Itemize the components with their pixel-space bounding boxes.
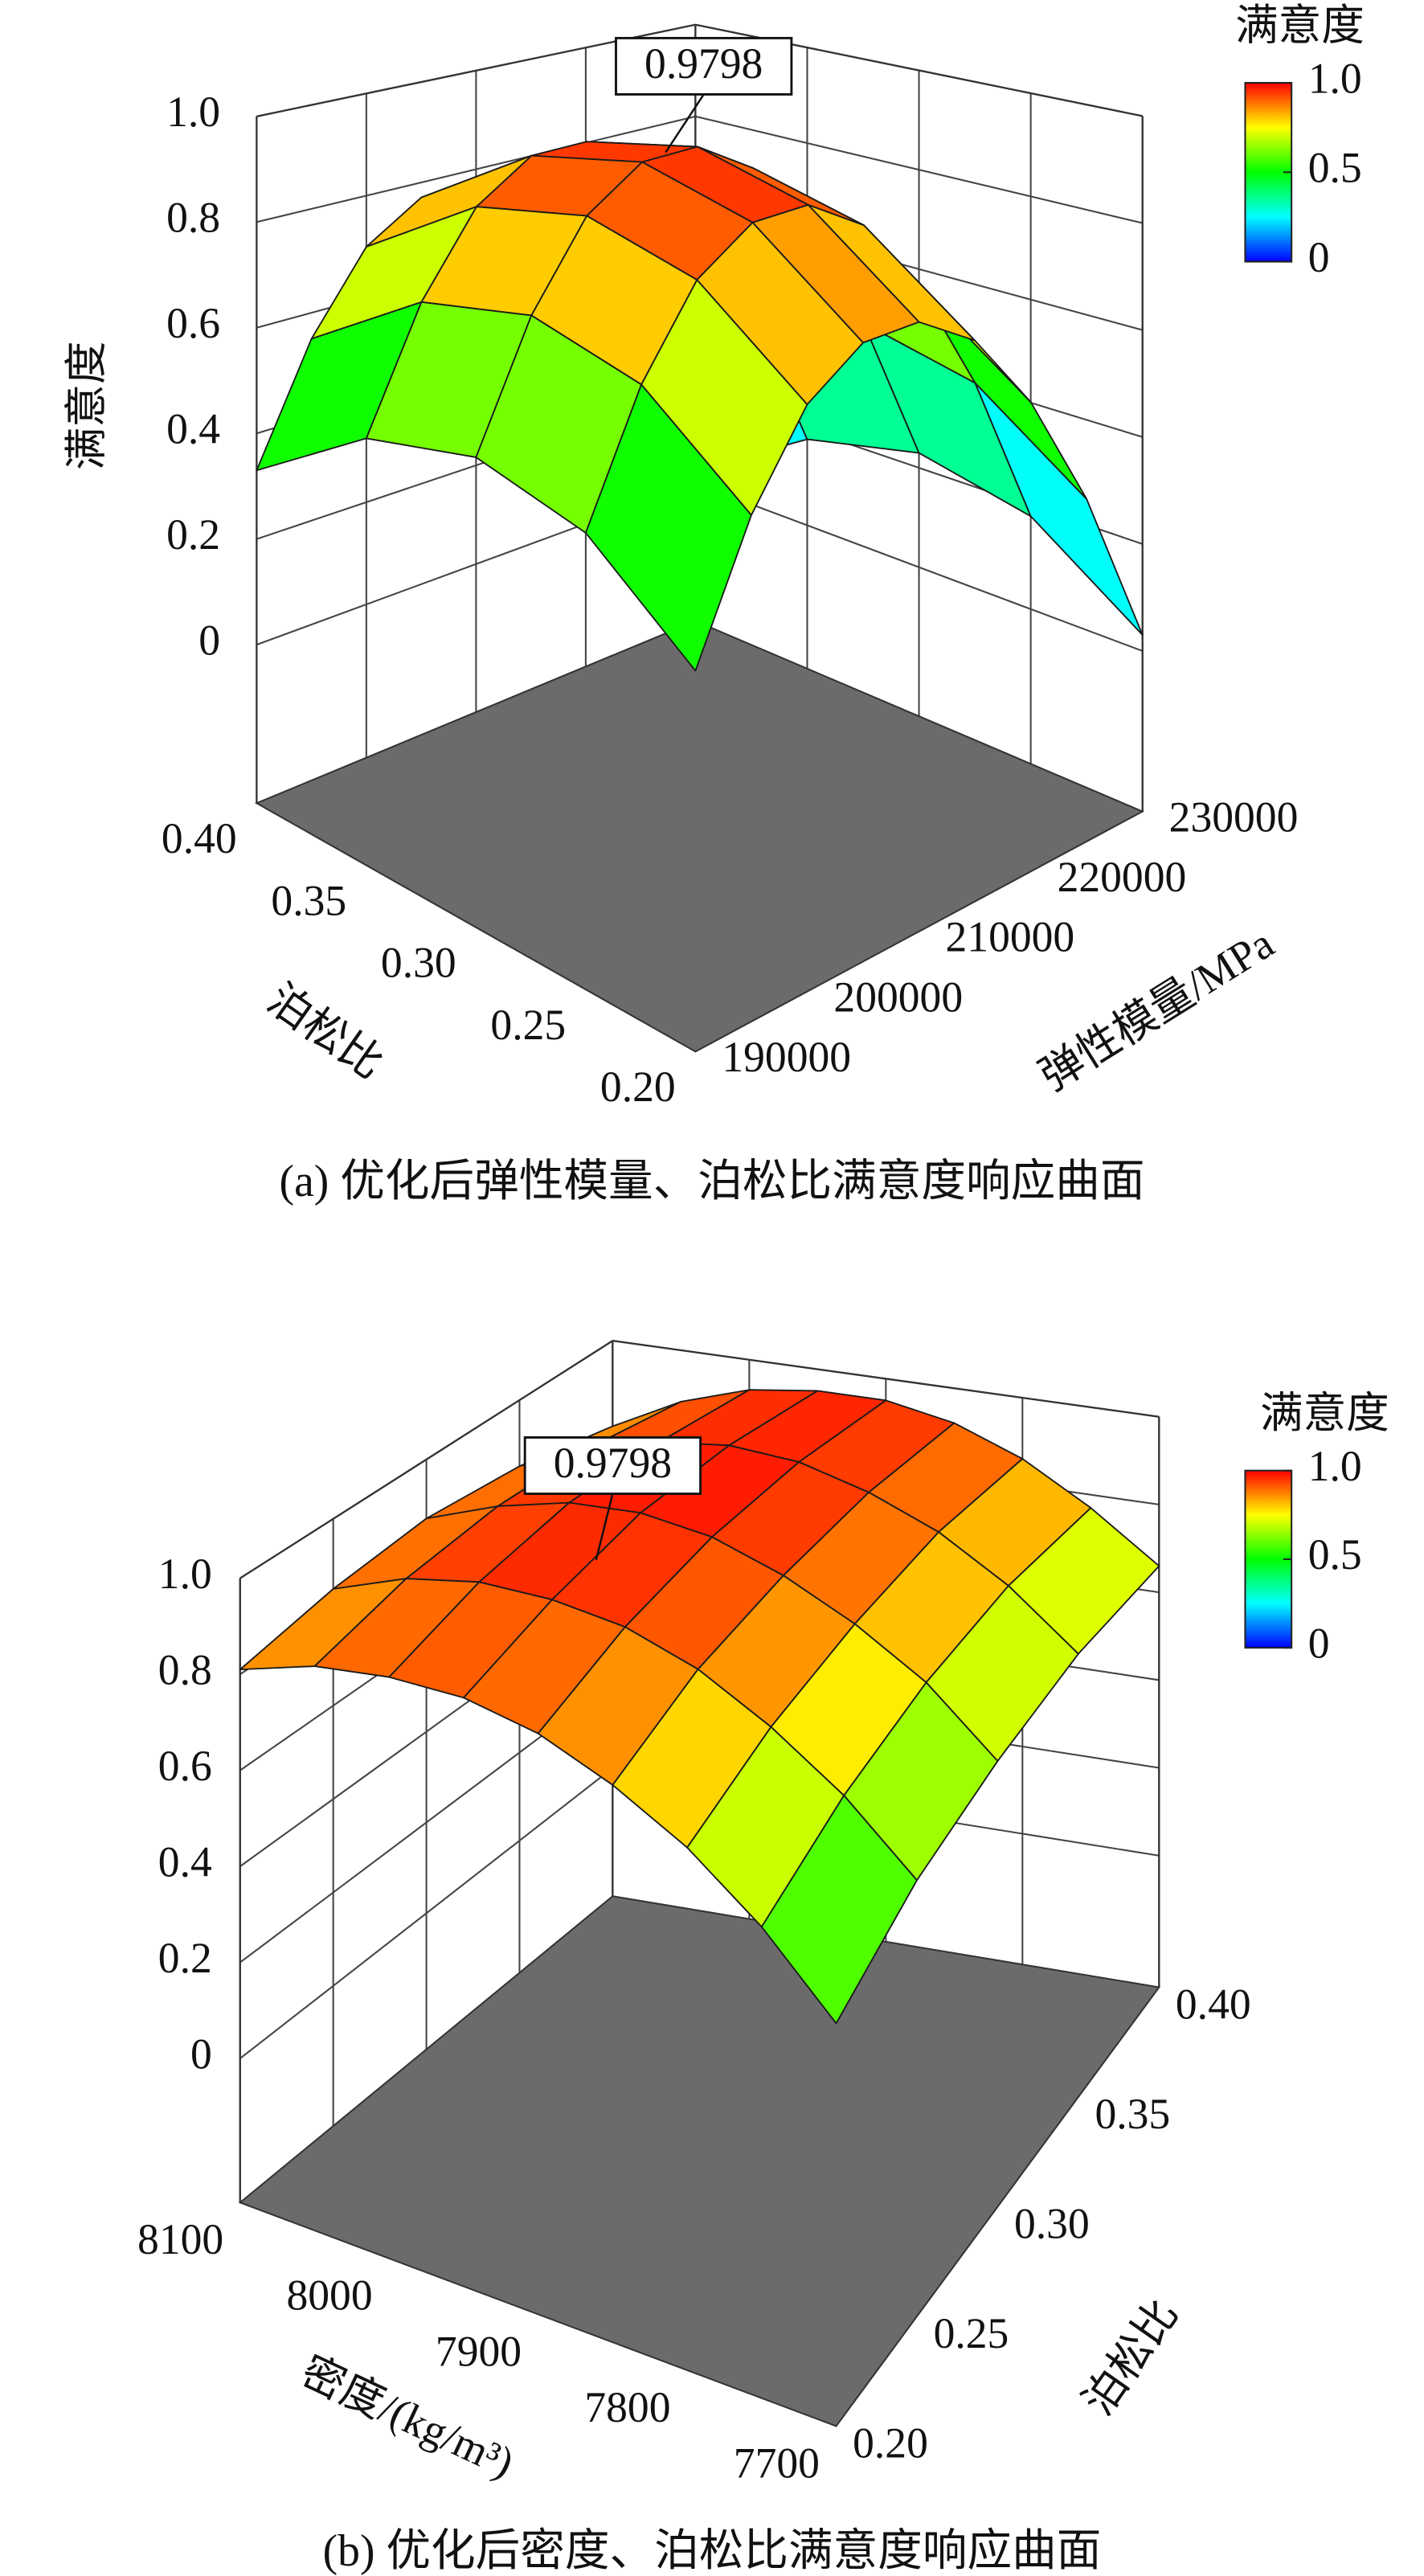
y-tick-label: 0.35 bbox=[271, 876, 346, 924]
y-tick-label: 0.20 bbox=[853, 2419, 928, 2467]
colorbar-tick-label: 0.5 bbox=[1308, 1530, 1362, 1579]
surface-cell bbox=[760, 1794, 918, 2025]
y-tick-label: 0.30 bbox=[381, 939, 456, 987]
y-axis-title: 泊松比 bbox=[1074, 2291, 1187, 2424]
z-tick-label: 0.6 bbox=[158, 1742, 212, 1790]
floor bbox=[255, 620, 1145, 1053]
annotation-leader bbox=[665, 93, 705, 154]
annotation-box bbox=[523, 1436, 702, 1495]
chart: 1900002000002100002200002300000.200.250.… bbox=[63, 1, 1365, 1206]
z-tick-label: 1.0 bbox=[166, 88, 220, 136]
annotation: 0.9798 bbox=[554, 1439, 672, 1487]
colorbar-title: 满意度 bbox=[1260, 1389, 1389, 1437]
x-tick-label: 190000 bbox=[722, 1033, 851, 1081]
annotation-box bbox=[615, 36, 793, 96]
colorbar-tick-label: 1.0 bbox=[1308, 1442, 1362, 1490]
colorbar-title: 满意度 bbox=[1235, 1, 1365, 49]
y-tick-label: 0.35 bbox=[1095, 2090, 1170, 2138]
colorbar-tick-label: 0 bbox=[1308, 1619, 1330, 1667]
colorbar-tick-label: 1.0 bbox=[1308, 54, 1362, 102]
colorbar-tick-label: 0 bbox=[1308, 233, 1330, 281]
surface-cell bbox=[584, 383, 752, 672]
x-tick-label: 220000 bbox=[1058, 853, 1187, 901]
annotation-leader bbox=[595, 1493, 614, 1561]
y-tick-label: 0.25 bbox=[490, 1001, 566, 1049]
chart-title: (b) 优化后密度、泊松比满意度响应曲面 bbox=[323, 2526, 1102, 2576]
z-tick-label: 0.4 bbox=[158, 1837, 212, 1886]
z-tick-label: 0.8 bbox=[158, 1645, 212, 1693]
z-tick-label: 0 bbox=[198, 616, 220, 664]
x-tick-label: 7700 bbox=[734, 2439, 820, 2487]
z-tick-label: 0.6 bbox=[166, 299, 220, 347]
x-tick-label: 7900 bbox=[436, 2327, 522, 2375]
plot-area: 1900002000002100002200002300000.200.250.… bbox=[63, 1, 1389, 2576]
x-tick-label: 8100 bbox=[137, 2215, 223, 2263]
z-tick-label: 1.0 bbox=[158, 1550, 212, 1598]
y-tick-label: 0.20 bbox=[600, 1063, 676, 1111]
z-tick-label: 0 bbox=[190, 2029, 212, 2078]
x-tick-label: 7800 bbox=[584, 2383, 670, 2431]
x-tick-label: 8000 bbox=[286, 2271, 372, 2320]
z-tick-label: 0.4 bbox=[166, 405, 220, 453]
z-tick-label: 0.2 bbox=[166, 510, 220, 559]
y-tick-label: 0.30 bbox=[1014, 2200, 1090, 2248]
y-tick-label: 0.25 bbox=[934, 2309, 1009, 2357]
x-tick-label: 200000 bbox=[833, 973, 963, 1021]
annotation: 0.9798 bbox=[644, 39, 763, 88]
x-tick-label: 230000 bbox=[1169, 792, 1299, 841]
chart-title: (a) 优化后弹性模量、泊松比满意度响应曲面 bbox=[280, 1157, 1145, 1206]
z-tick-label: 0.2 bbox=[158, 1934, 212, 1982]
frame-edge bbox=[612, 1340, 1160, 1418]
floor bbox=[238, 1895, 1161, 2427]
z-tick-label: 0.8 bbox=[166, 194, 220, 242]
y-tick-label: 0.40 bbox=[162, 814, 237, 862]
chart: 770078007900800081000.200.250.300.350.40… bbox=[137, 1340, 1389, 2576]
colorbar-tick-label: 0.5 bbox=[1308, 144, 1362, 192]
y-axis-title: 泊松比 bbox=[259, 974, 392, 1087]
z-axis-title: 满意度 bbox=[63, 341, 111, 470]
frame-edge bbox=[239, 1340, 613, 1579]
y-tick-label: 0.40 bbox=[1176, 1980, 1251, 2029]
x-tick-label: 210000 bbox=[946, 913, 1075, 961]
